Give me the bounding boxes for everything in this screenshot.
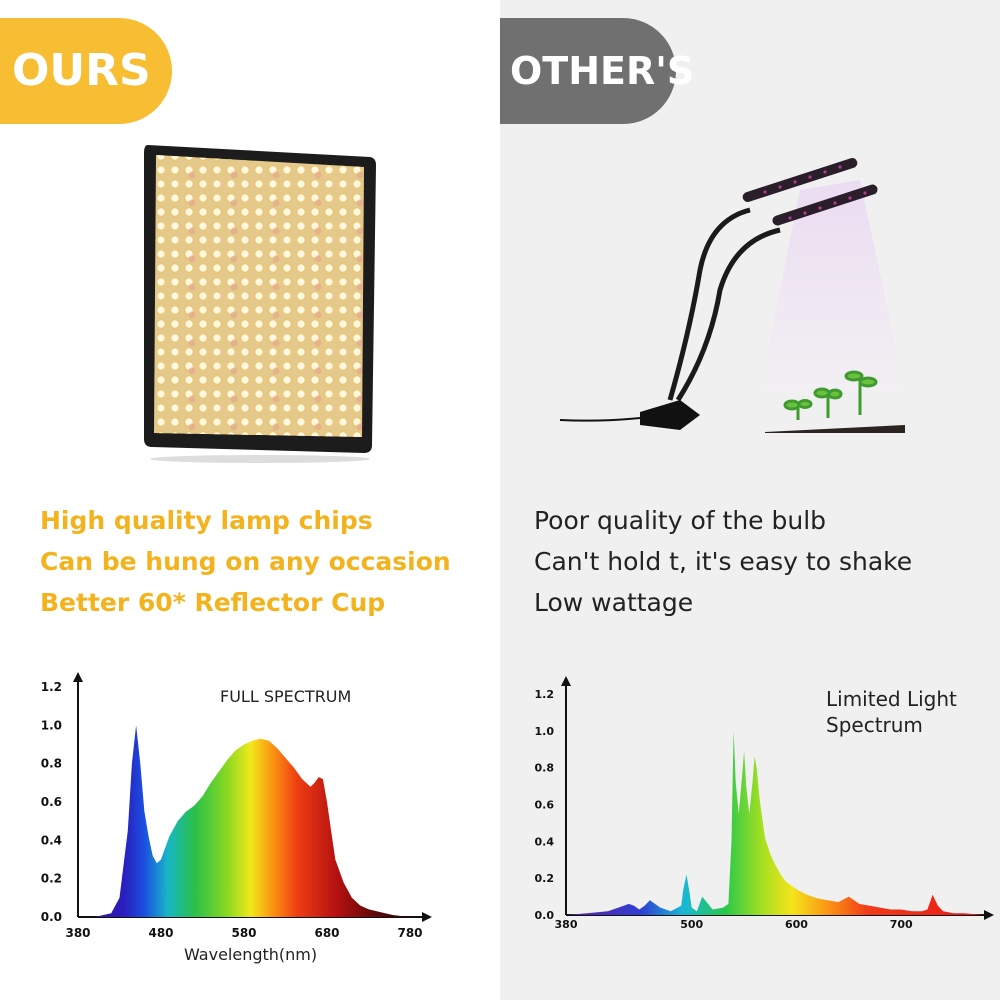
x-tick-label: 780 [397,926,422,940]
others-label: OTHER'S [500,18,694,124]
ours-feature-list: High quality lamp chips Can be hung on a… [40,500,451,623]
x-tick-label: 600 [785,918,808,931]
y-axis-arrow [561,676,571,686]
y-tick-label: 0.4 [41,833,62,847]
x-axis-label: Wavelength(nm) [184,945,317,964]
y-axis-arrow [73,672,83,682]
ours-feature-3: Better 60* Reflector Cup [40,588,386,617]
y-tick-label: 0.0 [535,909,555,922]
others-feature-list: Poor quality of the bulb Can't hold t, i… [534,500,912,623]
x-tick-label: 500 [680,918,703,931]
y-tick-label: 1.0 [535,725,555,738]
x-axis-arrow [422,912,432,922]
y-tick-label: 0.0 [41,910,62,924]
others-feature-1: Poor quality of the bulb [534,506,827,535]
y-tick-label: 1.2 [41,680,62,694]
y-tick-label: 0.2 [535,872,555,885]
others-panel: OTHER'S Poor quality of the bulb Can't h… [500,0,1000,1000]
y-tick-label: 0.6 [535,799,555,812]
y-tick-label: 0.8 [41,757,62,771]
x-tick-label: 380 [65,926,90,940]
limited-spectrum-curve [566,730,985,915]
x-axis-arrow [984,910,994,920]
others-feature-2: Can't hold t, it's easy to shake [534,547,913,576]
ours-feature-1: High quality lamp chips [40,506,373,535]
ours-feature-2: Can be hung on any occasion [40,547,451,576]
led-panel-image [144,145,376,463]
x-tick-label: 680 [314,926,339,940]
y-tick-label: 1.0 [41,718,62,732]
x-tick-label: 480 [148,926,173,940]
ours-label: OURS [0,18,172,124]
chart-title: Limited Light Spectrum [826,687,963,737]
full-spectrum-curve [78,725,410,917]
y-tick-label: 0.2 [41,872,62,886]
y-tick-label: 0.4 [535,835,555,848]
y-tick-label: 0.6 [41,795,62,809]
x-tick-label: 380 [555,918,578,931]
x-tick-label: 580 [231,926,256,940]
limited-spectrum-chart: 0.0 0.2 0.4 0.6 0.8 1.0 1.2 380 500 600 700 Limite… [535,676,994,931]
full-spectrum-chart: 0.0 0.2 0.4 0.6 0.8 1.0 1.2 380 480 580 680 780 FUL… [41,672,432,964]
x-tick-label: 700 [890,918,913,931]
others-feature-3: Low wattage [534,588,694,617]
ours-panel: OURS High quality lamp chips Can be hung… [0,18,451,964]
clip-lamp-image [560,158,905,433]
y-tick-label: 1.2 [535,688,555,701]
y-tick-label: 0.8 [535,762,555,775]
chart-title: FULL SPECTRUM [220,687,351,706]
